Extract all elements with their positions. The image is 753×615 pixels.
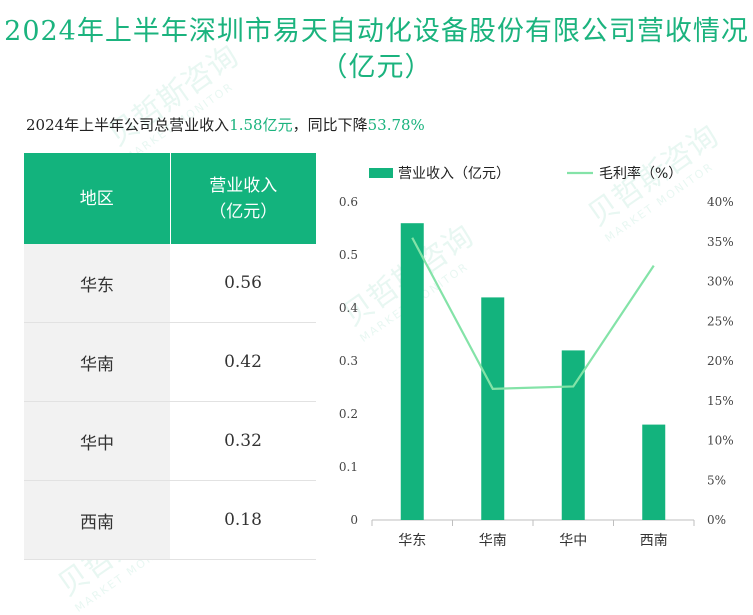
y-left-tick-label: 0.4 xyxy=(339,301,358,315)
y-left-tick-label: 0.1 xyxy=(339,460,358,474)
y-left-tick-label: 0 xyxy=(350,513,358,527)
y-left-tick-label: 0.5 xyxy=(339,248,358,262)
y-left-tick-label: 0.6 xyxy=(339,195,358,209)
y-right-tick-label: 35% xyxy=(707,235,734,249)
y-right-tick-label: 40% xyxy=(707,195,734,209)
legend-line-label: 毛利率（%） xyxy=(599,165,682,182)
x-category-label: 华东 xyxy=(398,533,426,549)
legend-bar-label: 营业收入（亿元） xyxy=(398,166,510,182)
x-category-label: 华中 xyxy=(559,533,587,549)
margin-line xyxy=(412,238,654,389)
y-left-tick-label: 0.3 xyxy=(339,354,358,368)
x-category-label: 西南 xyxy=(640,533,668,549)
y-right-tick-label: 20% xyxy=(707,354,734,368)
y-right-tick-label: 15% xyxy=(707,394,734,408)
y-right-tick-label: 0% xyxy=(707,513,726,527)
combo-chart: 0 0.1 0.2 0.3 0.4 0.5 0.6 0% 5% 10% 15% 20% 25% 30% 35… xyxy=(0,0,753,584)
y-left-tick-label: 0.2 xyxy=(339,407,358,421)
bar xyxy=(481,297,504,520)
y-right-tick-label: 5% xyxy=(707,473,726,487)
x-category-label: 华南 xyxy=(479,533,507,549)
y-right-tick-label: 30% xyxy=(707,275,734,289)
bar xyxy=(642,425,665,520)
y-right-tick-label: 10% xyxy=(707,434,734,448)
legend-bar-swatch xyxy=(369,168,393,178)
y-right-tick-label: 25% xyxy=(707,314,734,328)
bar xyxy=(401,223,424,520)
